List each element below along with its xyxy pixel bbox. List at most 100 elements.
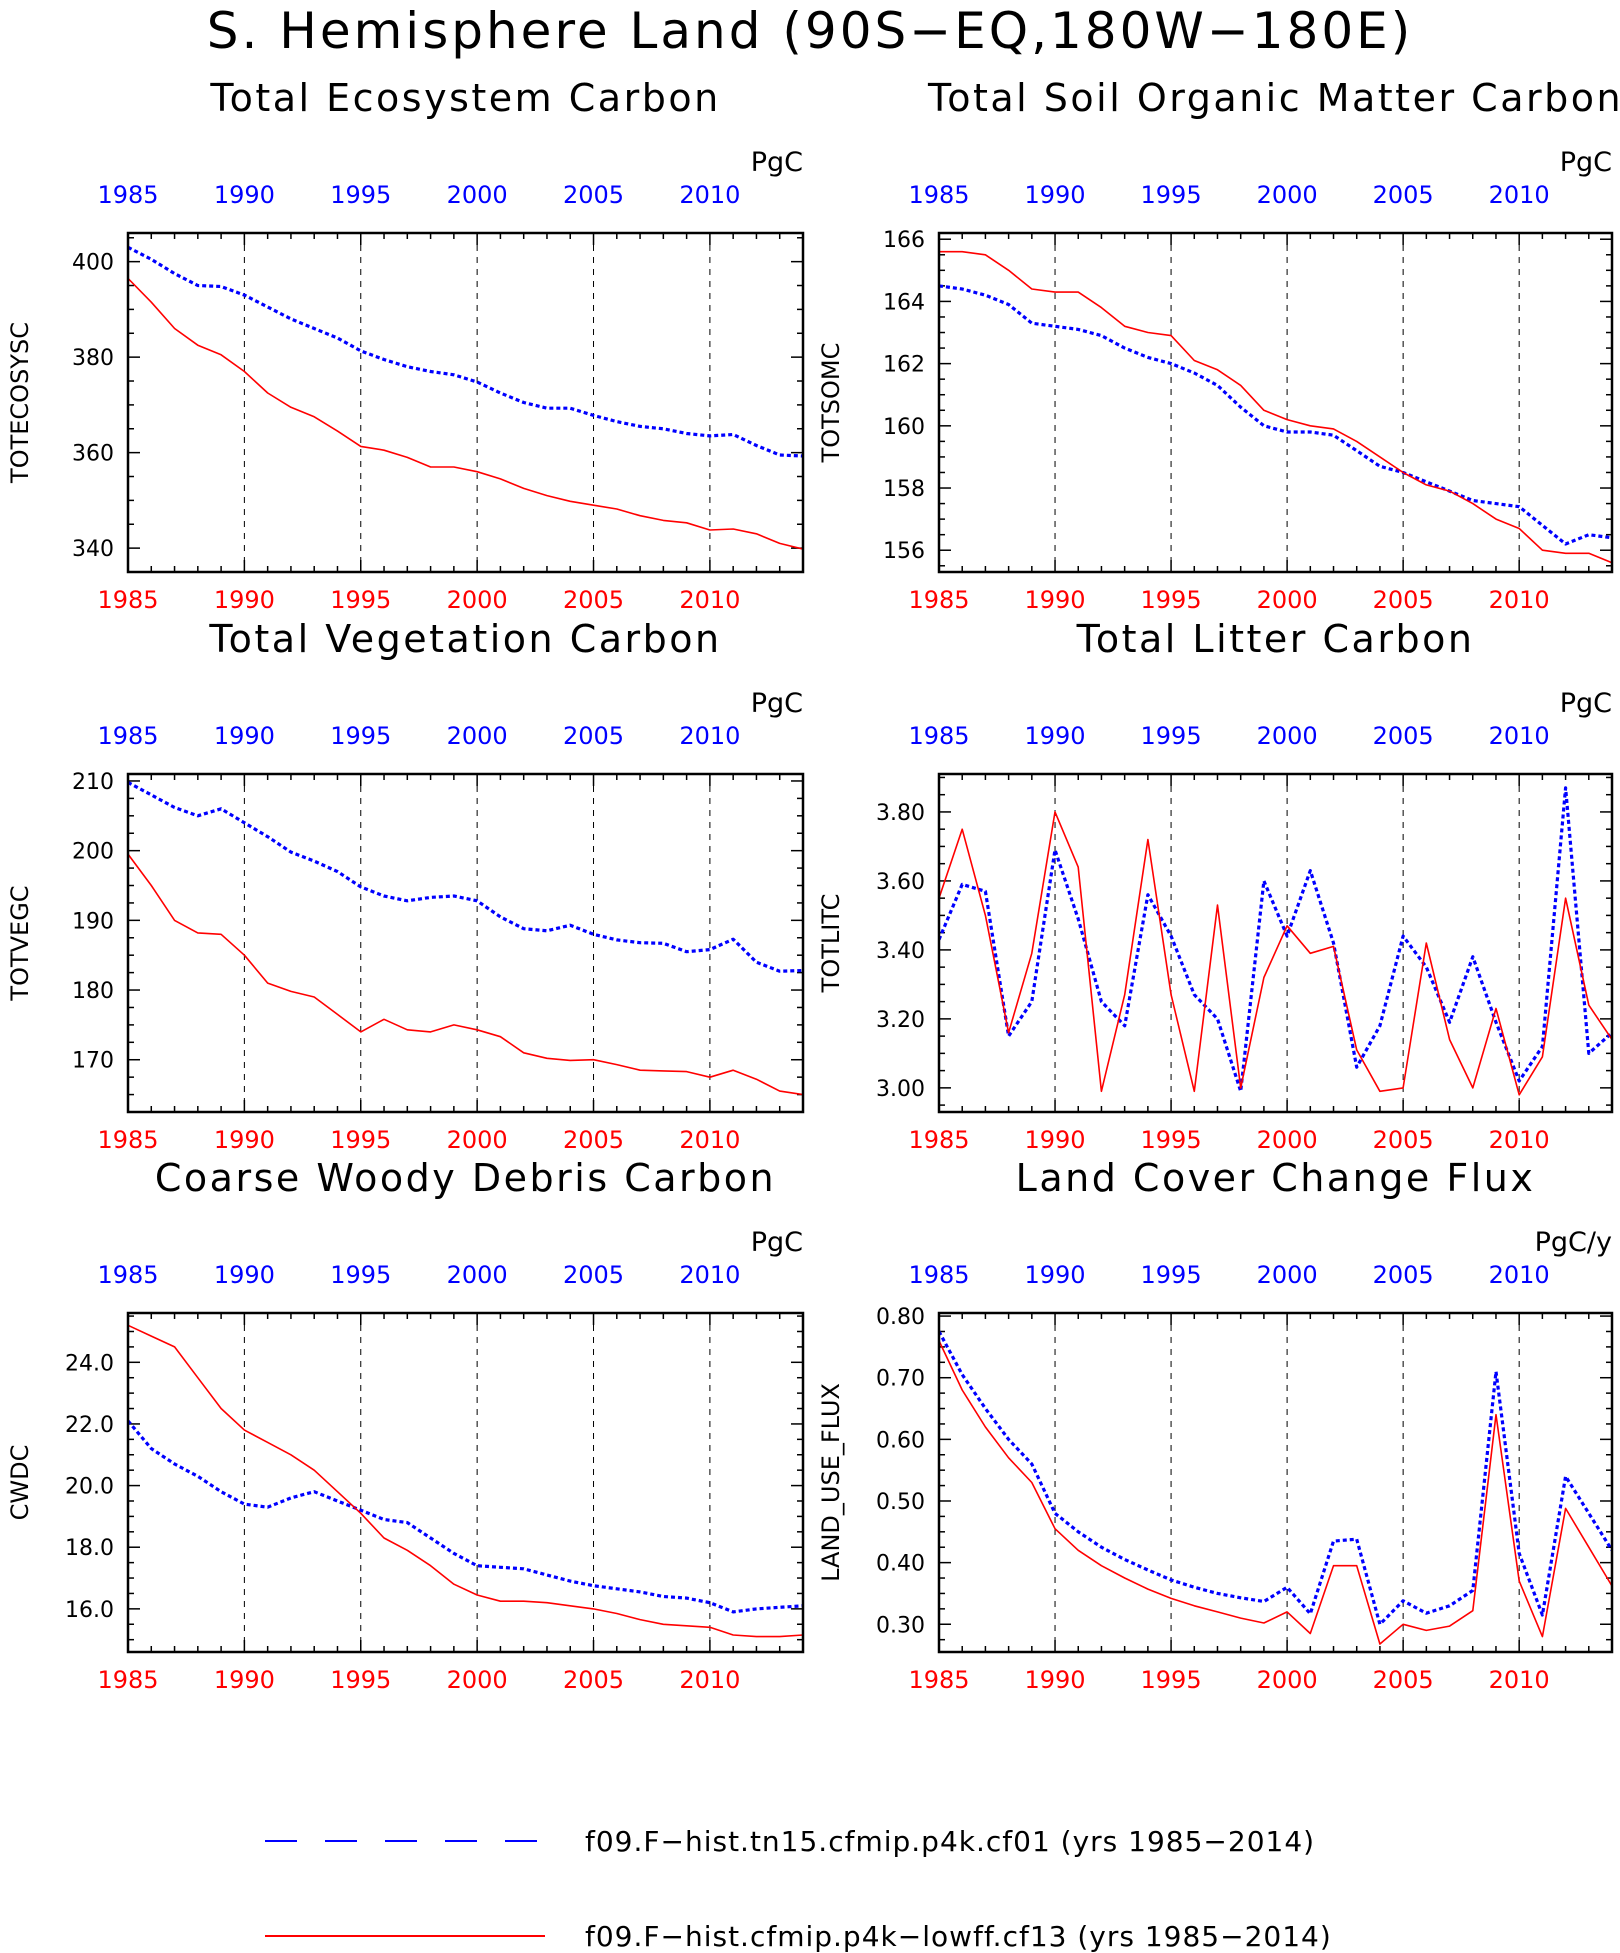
x-tick-label-bottom: 1995 (1141, 586, 1202, 614)
units-label: PgC (1560, 688, 1612, 719)
x-tick-label-top: 1985 (908, 722, 969, 750)
y-tick-label: 340 (72, 537, 114, 562)
x-tick-label-top: 2010 (1489, 1261, 1550, 1289)
x-tick-label-top: 2000 (447, 1261, 508, 1289)
panel-title: Total Litter Carbon (1076, 617, 1475, 661)
x-tick-label-bottom: 1985 (97, 1666, 158, 1694)
chart-panel-2: Total Soil Organic Matter Carbon PgC TOTSO… (817, 76, 1620, 614)
series-cf01-line (128, 1419, 803, 1614)
x-tick-label-top: 1995 (330, 722, 391, 750)
x-tick-label-bottom: 2010 (1489, 586, 1550, 614)
y-axis-label: LAND_USE_FLUX (817, 1383, 845, 1582)
x-tick-label-bottom: 1990 (1024, 1666, 1085, 1694)
x-tick-label-bottom: 1995 (1141, 1666, 1202, 1694)
panel-title: Total Vegetation Carbon (208, 617, 721, 661)
legend-label-cf01: f09.F−hist.tn15.cfmip.p4k.cf01 (yrs 1985… (585, 1825, 1315, 1858)
x-tick-label-top: 2005 (1373, 181, 1434, 209)
x-tick-label-bottom: 2010 (679, 1666, 740, 1694)
x-tick-label-bottom: 2005 (1373, 586, 1434, 614)
y-tick-label: 170 (72, 1049, 114, 1074)
x-tick-label-bottom: 2010 (1489, 1126, 1550, 1154)
y-tick-label: 400 (72, 251, 114, 276)
chart-panel-6: Land Cover Change Flux PgC/y LAND_USE_FLUX… (817, 1156, 1614, 1694)
panel-title: Total Ecosystem Carbon (209, 76, 720, 120)
y-axis-label: TOTLITC (817, 894, 845, 994)
y-tick-label: 0.60 (876, 1428, 925, 1453)
series-cf13-line (939, 1340, 1612, 1645)
x-tick-label-bottom: 1995 (330, 1126, 391, 1154)
x-tick-label-bottom: 1985 (97, 586, 158, 614)
x-tick-label-bottom: 1985 (908, 1126, 969, 1154)
x-tick-label-bottom: 2000 (1257, 1666, 1318, 1694)
x-tick-label-bottom: 1995 (330, 586, 391, 614)
y-tick-label: 16.0 (65, 1598, 114, 1623)
x-tick-label-bottom: 1990 (214, 586, 275, 614)
x-tick-label-bottom: 2005 (563, 586, 624, 614)
x-tick-label-top: 2005 (563, 722, 624, 750)
units-label: PgC/y (1535, 1227, 1612, 1258)
x-tick-label-bottom: 2000 (447, 1666, 508, 1694)
y-tick-label: 0.70 (876, 1367, 925, 1392)
y-tick-label: 360 (72, 442, 114, 467)
plot-frame (937, 1311, 1614, 1654)
x-tick-label-bottom: 2010 (679, 586, 740, 614)
y-tick-label: 166 (883, 228, 925, 253)
x-tick-label-bottom: 2005 (1373, 1666, 1434, 1694)
x-tick-label-bottom: 2010 (679, 1126, 740, 1154)
x-tick-label-bottom: 2010 (1489, 1666, 1550, 1694)
units-label: PgC (751, 147, 803, 178)
x-tick-label-bottom: 1990 (1024, 1126, 1085, 1154)
y-tick-label: 0.30 (876, 1613, 925, 1638)
y-tick-label: 180 (72, 979, 114, 1004)
x-tick-label-bottom: 2000 (447, 1126, 508, 1154)
x-tick-label-top: 1990 (214, 722, 275, 750)
y-tick-label: 3.80 (876, 801, 925, 826)
x-tick-label-top: 2010 (679, 722, 740, 750)
y-axis-label: CWDC (6, 1445, 34, 1521)
x-tick-label-top: 2005 (563, 181, 624, 209)
x-tick-label-bottom: 1990 (1024, 586, 1085, 614)
x-tick-label-top: 1995 (330, 1261, 391, 1289)
y-tick-label: 0.80 (876, 1305, 925, 1330)
y-axis-label: TOTVEGC (6, 885, 34, 1001)
y-tick-label: 3.00 (876, 1077, 925, 1102)
x-tick-label-top: 1985 (908, 181, 969, 209)
x-tick-label-top: 1985 (97, 722, 158, 750)
x-tick-label-bottom: 2005 (563, 1126, 624, 1154)
series-cf13-line (939, 250, 1612, 564)
x-tick-label-bottom: 1990 (214, 1126, 275, 1154)
x-tick-label-top: 2000 (1257, 181, 1318, 209)
x-tick-label-bottom: 2000 (1257, 586, 1318, 614)
x-tick-label-top: 1995 (330, 181, 391, 209)
x-tick-label-bottom: 2000 (1257, 1126, 1318, 1154)
units-label: PgC (1560, 147, 1612, 178)
x-tick-label-top: 2010 (679, 1261, 740, 1289)
y-tick-label: 210 (72, 770, 114, 795)
y-tick-label: 190 (72, 909, 114, 934)
x-tick-label-top: 1990 (1024, 722, 1085, 750)
plot-frame (126, 772, 805, 1114)
chart-panel-4: Total Litter Carbon PgC TOTLITC 1985 1985 199… (817, 617, 1614, 1154)
y-tick-label: 18.0 (65, 1536, 114, 1561)
x-tick-label-top: 1995 (1141, 181, 1202, 209)
y-tick-label: 20.0 (65, 1475, 114, 1500)
units-label: PgC (751, 1227, 803, 1258)
series-cf13-line (939, 811, 1612, 1096)
x-tick-label-top: 2000 (447, 722, 508, 750)
x-tick-label-top: 1985 (908, 1261, 969, 1289)
x-tick-label-bottom: 2000 (447, 586, 508, 614)
y-tick-label: 200 (72, 840, 114, 865)
x-tick-label-top: 1985 (97, 1261, 158, 1289)
units-label: PgC (751, 688, 803, 719)
x-tick-label-top: 1990 (214, 1261, 275, 1289)
panels: Total Ecosystem Carbon PgC TOTECOSYSC 1985 1… (6, 76, 1620, 1694)
x-tick-label-bottom: 2005 (563, 1666, 624, 1694)
figure-title: S. Hemisphere Land (90S−EQ,180W−180E) (207, 2, 1414, 60)
y-tick-label: 164 (883, 290, 925, 315)
y-axis-label: TOTSOMC (817, 343, 845, 464)
x-tick-label-top: 1990 (214, 181, 275, 209)
x-tick-label-top: 2005 (1373, 1261, 1434, 1289)
x-tick-label-bottom: 1985 (908, 586, 969, 614)
x-tick-label-top: 2000 (447, 181, 508, 209)
